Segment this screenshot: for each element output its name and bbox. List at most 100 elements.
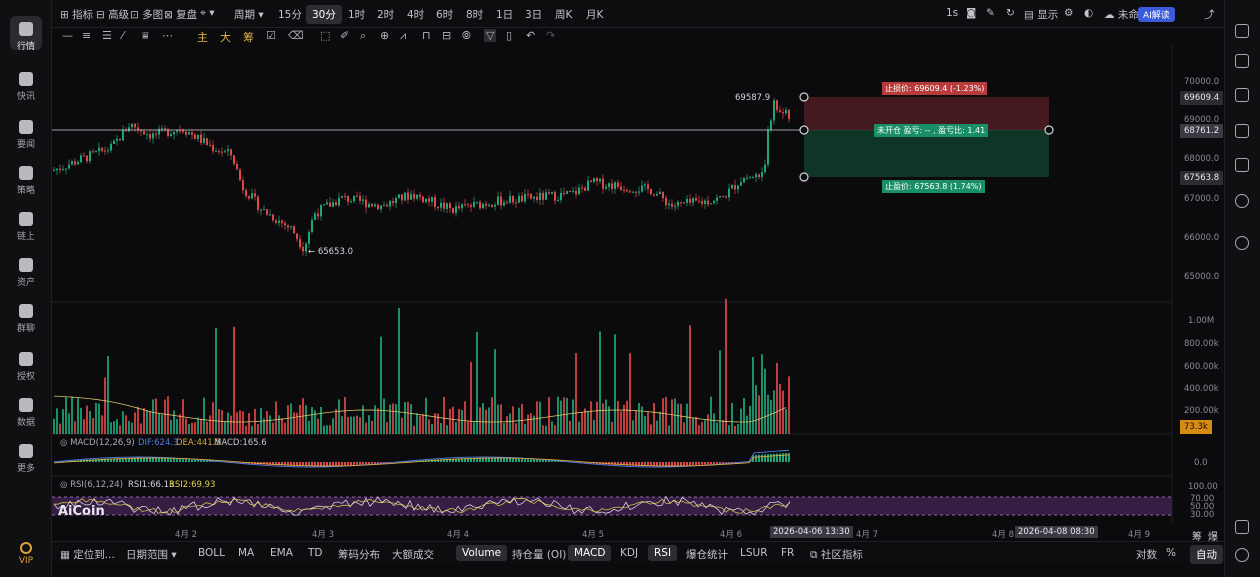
compare-icon[interactable]: ☑	[266, 29, 276, 42]
interval-3d[interactable]: 3日	[525, 9, 543, 21]
line-tool-icon[interactable]: —	[62, 29, 73, 42]
indicator-lsur[interactable]: LSUR	[740, 547, 768, 559]
sidebar-vip[interactable]: VIP	[0, 542, 52, 566]
sidebar-item-news[interactable]: 要闻	[0, 120, 52, 150]
magnet-tool-icon[interactable]: ⦾	[462, 29, 471, 42]
positions-icon[interactable]	[1235, 158, 1249, 172]
realtime-1s-button[interactable]: 1s	[946, 7, 959, 19]
advanced-button[interactable]: ⊟ 高级	[96, 9, 130, 21]
interval-2h[interactable]: 2时	[377, 9, 395, 21]
order-book-icon[interactable]	[1235, 54, 1249, 68]
chart-style-button[interactable]: ⌖ ▾	[200, 7, 215, 19]
chips-icon[interactable]: 筹	[1192, 532, 1202, 543]
interval-15m[interactable]: 15分	[278, 9, 302, 21]
auto-scale-toggle[interactable]: 自动	[1190, 545, 1223, 564]
indicator-open-interest[interactable]: 持仓量 (OI)	[512, 549, 567, 561]
interval-30m[interactable]: 30分	[306, 5, 342, 24]
interval-1d[interactable]: 1日	[496, 9, 514, 21]
indicator-td[interactable]: TD	[308, 547, 323, 559]
settings-gear-icon[interactable]: ⚙	[1064, 7, 1074, 19]
percent-scale-toggle[interactable]: %	[1166, 547, 1176, 559]
big-order-toggle[interactable]: 大	[220, 31, 231, 44]
indicator-big-trades[interactable]: 大额成交	[392, 549, 434, 561]
sidebar-item-data[interactable]: 数据	[0, 398, 52, 428]
volume-bar	[335, 409, 337, 434]
macd-histogram-bar	[65, 460, 67, 462]
sidebar-item-auth[interactable]: 授权	[0, 352, 52, 382]
brush-tool-icon[interactable]: ✐	[340, 29, 350, 42]
channel-tool-icon[interactable]: ☰	[102, 29, 112, 42]
more-tools-icon[interactable]: ⋯	[162, 29, 173, 42]
indicator-fr[interactable]: FR	[781, 547, 795, 559]
main-indicator-toggle[interactable]: 主	[197, 31, 208, 44]
interval-8h[interactable]: 8时	[466, 9, 484, 21]
share-icon[interactable]: ⤴	[1204, 9, 1215, 21]
sidebar-item-more[interactable]: 更多	[0, 444, 52, 474]
interval-6h[interactable]: 6时	[436, 9, 454, 21]
panel-toggle-icon[interactable]	[1235, 24, 1249, 38]
volume-bar	[476, 331, 478, 434]
hline-tool-icon[interactable]: ≡	[82, 29, 92, 42]
community-indicators-button[interactable]: ⧉ 社区指标	[810, 547, 863, 562]
copy-trade-icon[interactable]	[1235, 236, 1249, 250]
ai-interpret-button[interactable]: AI解读	[1138, 7, 1175, 22]
date-range-dropdown[interactable]: 日期范围 ▾	[126, 549, 177, 561]
interval-4h[interactable]: 4时	[407, 9, 425, 21]
filter-tool-icon[interactable]: ▽	[484, 29, 497, 42]
settings-icon[interactable]	[1235, 548, 1249, 562]
fullscreen-icon[interactable]	[1235, 520, 1249, 534]
period-dropdown[interactable]: 周期 ▾	[234, 9, 264, 21]
theme-icon[interactable]: ◐	[1084, 7, 1094, 19]
sidebar-item-market[interactable]: 行情	[0, 16, 52, 52]
log-scale-toggle[interactable]: 对数	[1136, 549, 1157, 561]
depth-icon[interactable]	[1235, 88, 1249, 102]
locate-button[interactable]: ▦ 定位到...	[60, 547, 115, 562]
candle-body	[473, 202, 475, 207]
trades-icon[interactable]	[1235, 124, 1249, 138]
candle-body	[155, 133, 157, 135]
liquidation-icon[interactable]: 爆	[1208, 532, 1218, 543]
replay-button[interactable]: ⊠ 复盘	[164, 9, 198, 21]
redo-icon[interactable]: ↷	[546, 29, 556, 42]
interval-month[interactable]: 月K	[586, 9, 604, 21]
indicator-chip-distribution[interactable]: 筹码分布	[338, 549, 380, 561]
lock-tool-icon[interactable]: ⊓	[422, 29, 431, 42]
zoom-tool-icon[interactable]: ⌕	[360, 29, 367, 42]
eraser-icon[interactable]: ⌫	[288, 29, 304, 42]
trend-tool-icon[interactable]: ⁄	[122, 29, 124, 42]
interval-week[interactable]: 周K	[555, 9, 573, 21]
refresh-icon[interactable]: ↻	[1006, 7, 1015, 19]
robot-icon[interactable]	[1235, 194, 1249, 208]
indicator-macd[interactable]: MACD	[568, 545, 612, 561]
select-tool-icon[interactable]: ⬚	[320, 29, 331, 42]
macd-histogram-bar	[209, 460, 211, 462]
ruler-tool-icon[interactable]: ⊟	[442, 29, 452, 42]
edit-icon[interactable]: ✎	[986, 7, 995, 19]
display-button[interactable]: ▤ 显示	[1024, 7, 1058, 22]
multi-chart-button[interactable]: ⊡ 多图	[130, 9, 164, 21]
sidebar-item-assets[interactable]: 资产	[0, 258, 52, 288]
pattern-tool-icon[interactable]: ⩘	[400, 29, 407, 42]
fib-tool-icon[interactable]: ⩸	[142, 29, 149, 42]
indicator-liquidation[interactable]: 爆仓统计	[686, 549, 728, 561]
measure-tool-icon[interactable]: ⊕	[380, 29, 390, 42]
camera-icon[interactable]: ◙	[966, 7, 977, 19]
indicator-kdj[interactable]: KDJ	[620, 547, 639, 559]
indicator-boll[interactable]: BOLL	[198, 547, 225, 559]
chips-toggle[interactable]: 筹	[243, 31, 254, 44]
volume-bar	[584, 408, 586, 434]
undo-icon[interactable]: ↶	[526, 29, 536, 42]
indicator-ma[interactable]: MA	[238, 547, 255, 559]
indicator-rsi[interactable]: RSI	[648, 545, 678, 561]
delete-tool-icon[interactable]: ▯	[506, 29, 513, 42]
interval-1h[interactable]: 1时	[348, 9, 366, 21]
indicators-button[interactable]: ⊞ 指标	[60, 9, 94, 21]
kline-chart-svg[interactable]	[52, 44, 1224, 540]
sidebar-item-onchain[interactable]: 链上	[0, 212, 52, 242]
sidebar-item-chat[interactable]: 群聊	[0, 304, 52, 334]
sidebar-item-flash[interactable]: 快讯	[0, 72, 52, 102]
indicator-volume[interactable]: Volume	[456, 545, 508, 561]
sidebar-item-strategy[interactable]: 策略	[0, 166, 52, 196]
chart-area[interactable]: 70000.0 69000.0 68000.0 67000.0 66000.0 …	[52, 44, 1224, 543]
indicator-ema[interactable]: EMA	[270, 547, 293, 559]
